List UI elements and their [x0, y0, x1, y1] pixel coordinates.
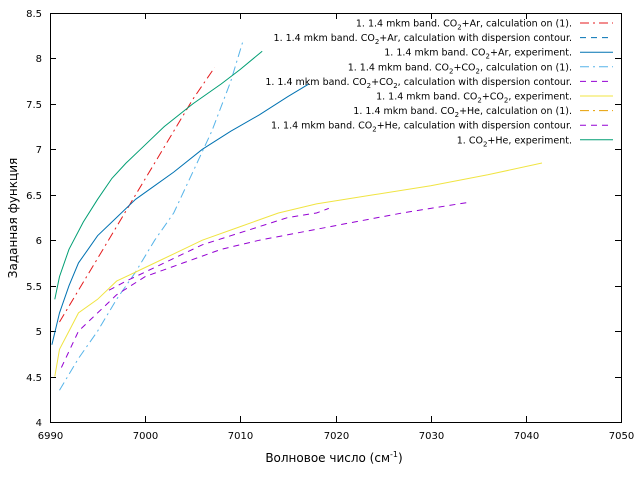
- y-tick-label: 4.5: [26, 373, 42, 384]
- series-layer: [51, 40, 543, 391]
- legend-text-part: 1. 1.4 mkm band. CO: [356, 19, 457, 30]
- series-line-8: [108, 207, 329, 291]
- legend-entry-label: 1. 1.4 mkm band. CO2+Ar, calculation on …: [356, 19, 572, 32]
- x-axis-title-sup: -1: [390, 450, 398, 459]
- y-axis: 4 4.5 5 5.5 6 6.5 7 7.5 8 8.5: [26, 9, 621, 429]
- legend-text-part: +He, experiment.: [487, 135, 572, 146]
- y-axis-title: Заданная функция: [6, 158, 20, 278]
- legend-text-part: +CO: [482, 92, 504, 103]
- y-tick-label: 7.5: [26, 100, 42, 111]
- legend-text-part: 1. 1.4 mkm band. CO: [384, 48, 485, 59]
- legend-subscript: 2: [483, 140, 487, 148]
- x-tick-label: 7020: [324, 431, 349, 442]
- x-tick-label: 7030: [419, 431, 444, 442]
- legend-text-part: +He, calculation with dispersion contour…: [377, 121, 572, 132]
- legend-subscript: 2: [393, 82, 397, 90]
- y-tick-label: 8.5: [26, 9, 42, 20]
- y-tick-label: 4: [36, 418, 42, 429]
- legend-entry-label: 1. CO2+He, experiment.: [457, 135, 572, 148]
- x-axis-title: Волновое число (см-1): [265, 450, 402, 465]
- legend-subscript: 2: [455, 111, 459, 119]
- x-tick-label: 7000: [133, 431, 158, 442]
- legend-text-part: , experiment.: [508, 92, 572, 103]
- legend-text-part: 1. 1.4 mkm band. CO: [348, 62, 449, 73]
- legend-text-part: 1. 1.4 mkm band. CO: [376, 92, 477, 103]
- series-line-1: [59, 67, 216, 323]
- y-tick-label: 5.5: [26, 282, 42, 293]
- legend-subscript: 2: [476, 67, 480, 75]
- x-tick-label: 7010: [228, 431, 253, 442]
- series-line-9: [54, 50, 263, 300]
- legend-text-part: +CO: [371, 77, 393, 88]
- legend-text-part: , calculation on (1).: [480, 62, 572, 73]
- series-line-3: [51, 83, 310, 345]
- legend-entry-label: 1. 1.4 mkm band. CO2+CO2, experiment.: [376, 92, 572, 105]
- x-tick-label: 6990: [38, 431, 63, 442]
- legend-text-part: 1. 1.4 mkm band. CO: [274, 33, 375, 44]
- x-tick-label: 7050: [609, 431, 634, 442]
- legend-subscript: 2: [486, 53, 490, 61]
- y-tick-label: 6.5: [26, 191, 42, 202]
- legend-subscript: 2: [372, 126, 376, 134]
- legend-text-part: 1. 1.4 mkm band. CO: [265, 77, 366, 88]
- legend-text-part: 1. 1.4 mkm band. CO: [271, 121, 372, 132]
- legend-entry-label: 1. 1.4 mkm band. CO2+CO2, calculation on…: [348, 62, 572, 75]
- legend-subscript: 2: [375, 38, 379, 46]
- x-axis: 6990 7000 7010 7020 7030 7040 7050: [38, 13, 634, 442]
- legend: 1. 1.4 mkm band. CO2+Ar, calculation on …: [265, 19, 613, 148]
- legend-subscript: 2: [477, 97, 481, 105]
- x-tick-label: 7040: [514, 431, 539, 442]
- y-tick-label: 8: [36, 54, 42, 65]
- plot-frame: [50, 13, 622, 423]
- legend-text-part: 1. CO: [457, 135, 483, 146]
- legend-text-part: +CO: [453, 62, 475, 73]
- legend-entry-label: 1. 1.4 mkm band. CO2+He, calculation wit…: [271, 121, 572, 134]
- legend-entry-label: 1. 1.4 mkm band. CO2+Ar, calculation wit…: [274, 33, 572, 46]
- legend-subscript: 2: [504, 97, 508, 105]
- legend-subscript: 2: [457, 24, 461, 32]
- legend-entry-label: 1. 1.4 mkm band. CO2+CO2, calculation wi…: [265, 77, 572, 90]
- series-line-5: [60, 201, 471, 368]
- legend-entry-label: 1. 1.4 mkm band. CO2+Ar, experiment.: [384, 48, 572, 61]
- legend-text-part: +Ar, calculation on (1).: [462, 19, 572, 30]
- y-tick-label: 5: [36, 327, 42, 338]
- series-line-6: [54, 162, 543, 377]
- x-axis-title-tail: ): [398, 451, 403, 465]
- legend-text-part: +Ar, calculation with dispersion contour…: [379, 33, 572, 44]
- y-tick-label: 6: [36, 236, 42, 247]
- legend-subscript: 2: [449, 67, 453, 75]
- legend-text-part: 1. 1.4 mkm band. CO: [353, 106, 454, 117]
- legend-text-part: +Ar, experiment.: [490, 48, 572, 59]
- legend-text-part: , calculation with dispersion contour.: [398, 77, 572, 88]
- legend-subscript: 2: [367, 82, 371, 90]
- legend-entry-label: 1. 1.4 mkm band. CO2+He, calculation on …: [353, 106, 572, 119]
- legend-text-part: +He, calculation on (1).: [459, 106, 572, 117]
- series-line-4: [59, 40, 244, 391]
- y-tick-label: 7: [36, 145, 42, 156]
